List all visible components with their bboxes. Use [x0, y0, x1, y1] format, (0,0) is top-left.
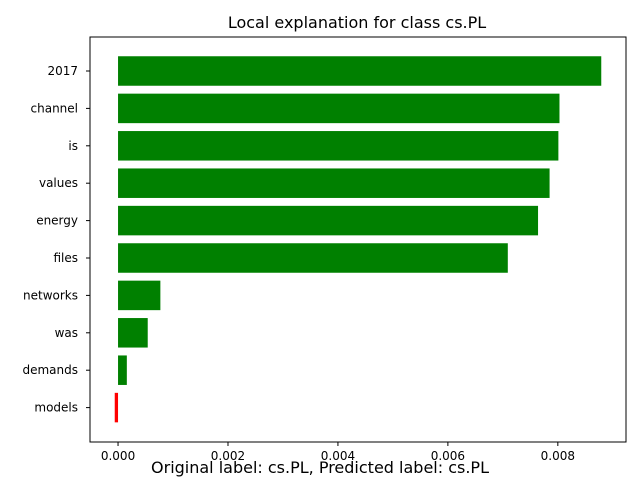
y-tick-label: demands	[22, 363, 78, 377]
bar-was	[118, 318, 148, 348]
chart-title: Local explanation for class cs.PL	[227, 13, 487, 32]
plot-frame	[89, 36, 627, 443]
prediction-caption: Original label: cs.PL, Predicted label: …	[151, 458, 489, 477]
y-tick-label: networks	[23, 288, 78, 302]
x-tick-label: 0.002	[211, 449, 245, 463]
bar-files	[118, 243, 508, 273]
y-tick-label: 2017	[47, 64, 78, 78]
x-tick-label: 0.008	[541, 449, 575, 463]
y-tick-label: channel	[31, 101, 78, 115]
y-tick-label: was	[55, 326, 78, 340]
x-tick-label: 0.006	[431, 449, 465, 463]
bar-2017	[118, 56, 602, 86]
x-tick-label: 0.000	[101, 449, 135, 463]
bar-models	[114, 392, 119, 423]
x-tick-label: 0.004	[321, 449, 355, 463]
bar-channel	[118, 93, 560, 124]
y-axis: 2017 channel is values energy files networks wa…	[22, 64, 90, 415]
bar-is	[118, 131, 559, 161]
bars-group	[114, 56, 602, 423]
y-tick-label: is	[68, 139, 78, 153]
y-tick-label: energy	[36, 214, 78, 228]
bar-demands	[118, 355, 127, 385]
y-tick-label: models	[34, 401, 78, 415]
bar-energy	[118, 205, 539, 236]
y-tick-label: files	[53, 251, 78, 265]
bar-values	[118, 168, 550, 198]
y-tick-label: values	[39, 176, 78, 190]
bar-networks	[118, 280, 161, 311]
x-axis: 0.000 0.002 0.004 0.006 0.008	[101, 442, 575, 463]
